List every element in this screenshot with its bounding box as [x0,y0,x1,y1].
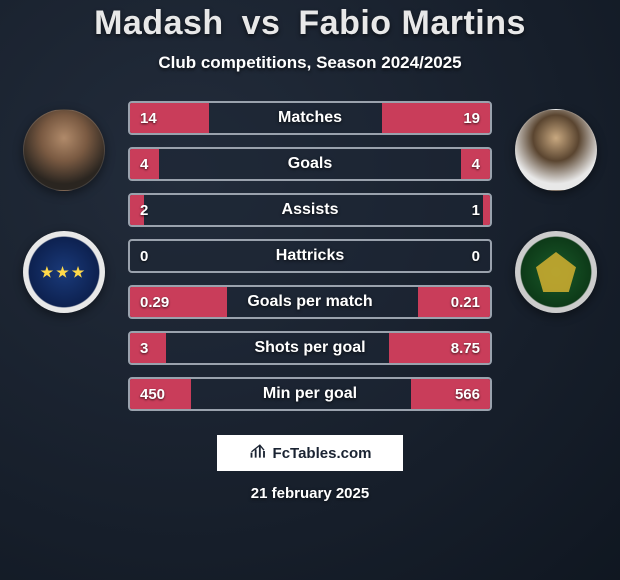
stat-value-right: 0 [472,248,480,265]
player-2-club-badge [515,231,597,313]
subtitle: Club competitions, Season 2024/2025 [158,53,461,73]
stat-bar: 0.29 0.21 Goals per match [128,285,492,319]
right-column [500,101,612,313]
stat-value-left: 450 [140,386,165,403]
stat-bar: 2 1 Assists [128,193,492,227]
stat-bar: 14 19 Matches [128,101,492,135]
stat-value-right: 19 [463,110,480,127]
stat-value-right: 8.75 [451,340,480,357]
stats-column: 14 19 Matches 4 4 Goals 2 1 Assists 0 0 Hattricks 0.… [120,101,500,411]
stat-bar: 4 4 Goals [128,147,492,181]
page-title: Madash vs Fabio Martins [94,4,526,43]
stat-label: Goals [288,155,332,173]
player-1-name: Madash [94,4,224,42]
stat-bar: 3 8.75 Shots per goal [128,331,492,365]
player-1-club-badge [23,231,105,313]
vs-label: vs [242,4,281,42]
stat-value-left: 4 [140,156,148,173]
stat-value-left: 0.29 [140,294,169,311]
stat-bar: 0 0 Hattricks [128,239,492,273]
left-column [8,101,120,313]
stat-label: Assists [282,201,339,219]
brand-text: FcTables.com [273,445,372,462]
comparison-row: 14 19 Matches 4 4 Goals 2 1 Assists 0 0 Hattricks 0.… [0,101,620,411]
stat-value-right: 1 [472,202,480,219]
player-1-avatar [23,109,105,191]
stat-label: Shots per goal [254,339,365,357]
stat-value-left: 0 [140,248,148,265]
stat-value-left: 2 [140,202,148,219]
brand-logo[interactable]: FcTables.com [217,435,403,471]
stat-label: Matches [278,109,342,127]
stat-label: Min per goal [263,385,357,403]
stat-value-right: 4 [472,156,480,173]
stat-label: Goals per match [247,293,372,311]
stat-value-left: 3 [140,340,148,357]
player-2-name: Fabio Martins [298,4,526,42]
stat-bar: 450 566 Min per goal [128,377,492,411]
stat-fill-right [483,195,490,225]
stat-label: Hattricks [276,247,344,265]
date-label: 21 february 2025 [251,485,369,502]
stat-value-left: 14 [140,110,157,127]
stat-value-right: 566 [455,386,480,403]
chart-icon [249,441,269,466]
player-2-avatar [515,109,597,191]
stat-value-right: 0.21 [451,294,480,311]
